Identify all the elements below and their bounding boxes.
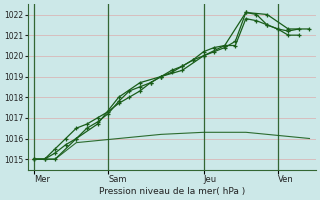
- X-axis label: Pression niveau de la mer( hPa ): Pression niveau de la mer( hPa ): [99, 187, 245, 196]
